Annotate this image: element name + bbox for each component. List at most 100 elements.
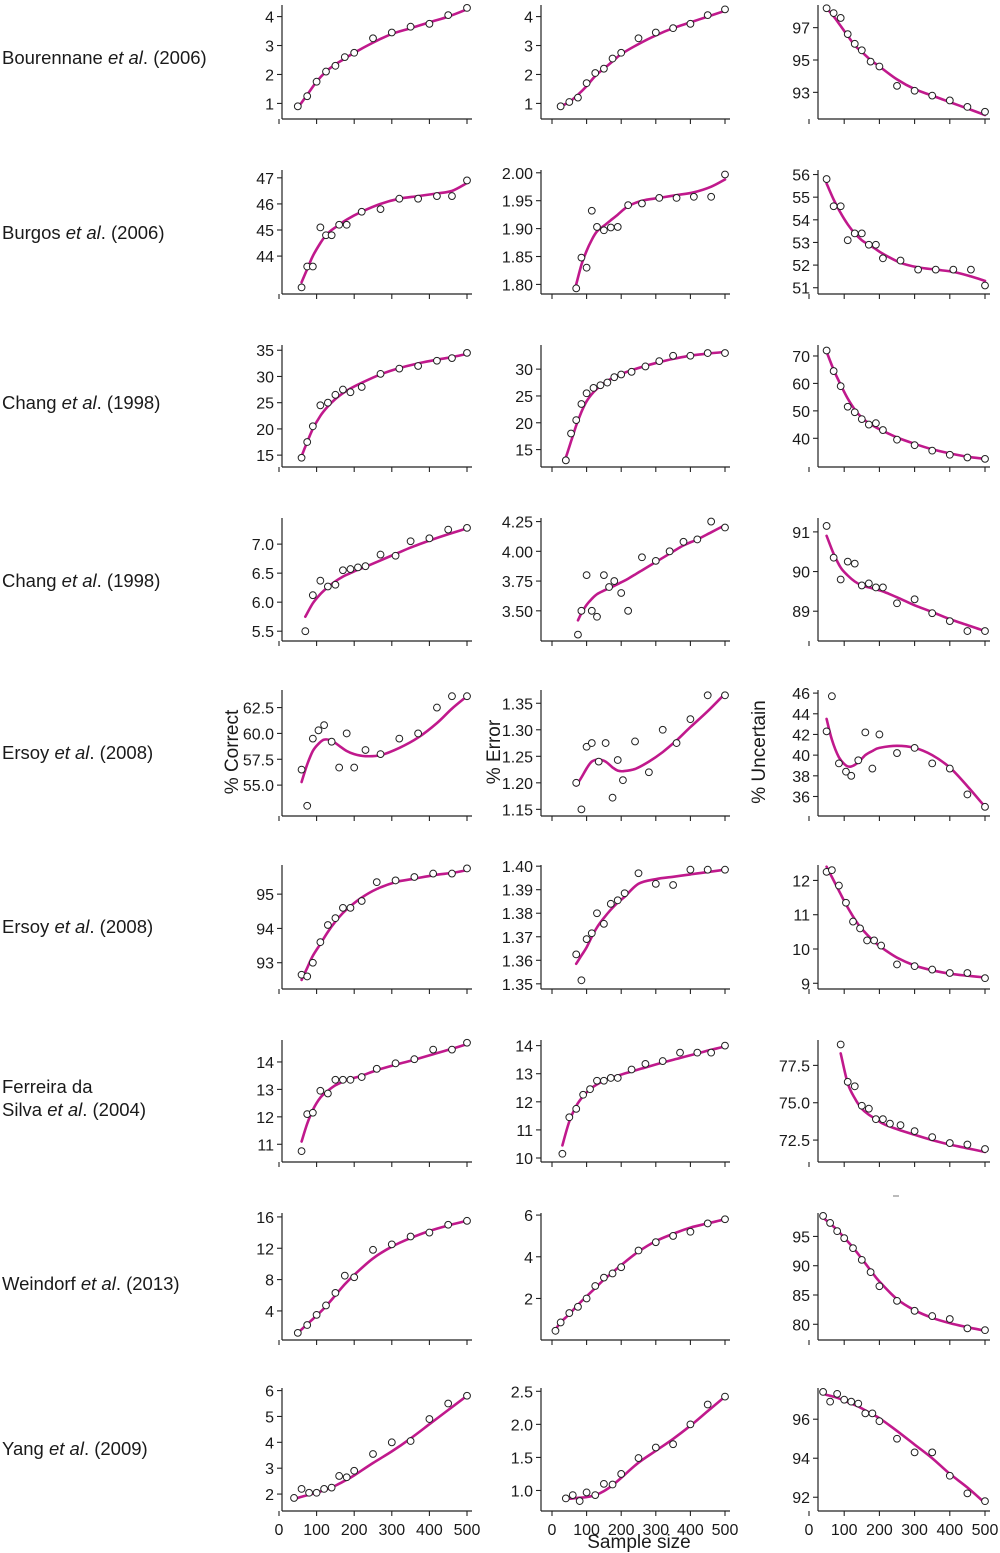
y-tick-label: 1.95 [502, 194, 533, 211]
panel-r5-c3: 36 38 40 42 44 46 [792, 686, 990, 821]
data-point [822, 522, 831, 530]
data-point [672, 194, 681, 202]
y-tick-label: 1.35 [502, 977, 533, 994]
data-point [608, 1269, 617, 1278]
data-point [565, 98, 574, 106]
data-point [829, 202, 838, 211]
data-point [861, 728, 870, 737]
data-point [303, 438, 312, 446]
row-label: Bourennane et al. (2006) [2, 46, 207, 68]
y-tick-label: 44 [256, 249, 274, 266]
y-tick-label: 4.25 [502, 515, 533, 532]
data-point [981, 107, 989, 116]
data-point [572, 778, 581, 787]
data-point [308, 591, 317, 600]
data-point [391, 1059, 400, 1068]
data-point [703, 691, 712, 700]
fit-curve [825, 182, 987, 283]
panel-r9-c1: 2 3 4 5 6 0 100 200 300 400 500 [265, 1384, 480, 1539]
x-tick-label: 300 [378, 1522, 405, 1539]
data-point [327, 1483, 336, 1492]
data-point [331, 580, 340, 589]
data-point [651, 1443, 660, 1452]
data-point [610, 373, 619, 382]
data-point [444, 1220, 453, 1229]
data-point [320, 1484, 329, 1493]
data-point [577, 976, 586, 985]
data-point [433, 703, 441, 712]
data-point [312, 77, 321, 86]
data-point [822, 4, 831, 13]
panel-r1-c2: 1 2 3 4 [524, 5, 730, 124]
y-tick-label: 3 [265, 1461, 274, 1478]
data-point [963, 1324, 972, 1333]
data-point [914, 265, 923, 274]
data-point [679, 537, 688, 546]
data-point [414, 362, 423, 370]
y-tick-label: 40 [792, 431, 810, 448]
data-point [369, 34, 377, 43]
data-point [303, 801, 312, 810]
y-tick-label: 56 [792, 168, 810, 185]
data-point [577, 400, 586, 408]
data-point [875, 62, 884, 71]
data-point [871, 419, 880, 428]
data-point [963, 969, 972, 977]
data-point [703, 865, 712, 874]
data-point [721, 1041, 729, 1050]
y-tick-label: 92 [792, 1490, 810, 1507]
panel-r1-c1: 1 2 3 4 [265, 3, 472, 124]
data-point [556, 102, 565, 111]
data-point [870, 936, 879, 945]
row-label: Chang et al. (1998) [2, 391, 161, 413]
y-tick-label: 40 [792, 748, 810, 765]
data-point [963, 790, 972, 799]
y-tick-label: 95 [792, 53, 810, 70]
data-point [463, 523, 471, 532]
panel-r9-c2: 1.0 1.5 2.0 2.5 0 100 200 300 400 500 [511, 1384, 739, 1539]
data-point [963, 1489, 972, 1498]
data-point [686, 19, 695, 28]
y-tick-label: 2.5 [511, 1384, 533, 1401]
y-tick-label: 12 [792, 873, 810, 890]
y-tick-label: 94 [256, 921, 274, 938]
data-point [346, 903, 355, 912]
fit-curve [559, 9, 727, 108]
data-point [551, 1326, 560, 1335]
data-point [928, 91, 937, 100]
data-point [893, 435, 901, 444]
data-point [840, 1395, 849, 1404]
data-point [707, 517, 716, 526]
data-point [840, 1234, 849, 1243]
data-point [361, 746, 370, 754]
data-point [868, 764, 877, 773]
y-tick-label: 50 [792, 404, 810, 421]
data-point [638, 199, 646, 208]
data-point [331, 1289, 340, 1297]
data-point [624, 201, 633, 210]
y-tick-label: 4 [524, 10, 533, 27]
data-point [910, 962, 919, 971]
row-label: Ferreira da Silva et al. (2004) [2, 1076, 146, 1120]
panel-r3-c1: 15 20 25 30 35 [256, 343, 472, 472]
data-point [819, 1388, 827, 1396]
data-point [836, 575, 845, 584]
x-tick-label: 100 [303, 1522, 330, 1539]
data-point [963, 627, 972, 635]
data-point [631, 737, 639, 746]
data-point [945, 96, 954, 105]
data-point [703, 349, 712, 357]
fit-curve [825, 6, 987, 117]
data-point [429, 1045, 438, 1054]
y-tick-label: 14 [515, 1039, 533, 1056]
y-tick-label: 25 [256, 396, 274, 413]
data-point [827, 866, 836, 875]
y-tick-label: 5.5 [252, 624, 274, 641]
data-point [606, 899, 615, 908]
y-tick-label: 1.36 [502, 953, 533, 970]
data-point [620, 889, 629, 898]
y-tick-label: 5 [265, 1409, 274, 1426]
data-point [591, 1282, 600, 1290]
data-point [928, 1133, 937, 1141]
data-point [617, 370, 626, 379]
